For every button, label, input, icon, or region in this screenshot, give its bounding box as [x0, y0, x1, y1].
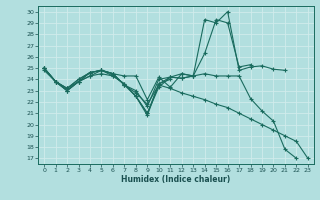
- X-axis label: Humidex (Indice chaleur): Humidex (Indice chaleur): [121, 175, 231, 184]
